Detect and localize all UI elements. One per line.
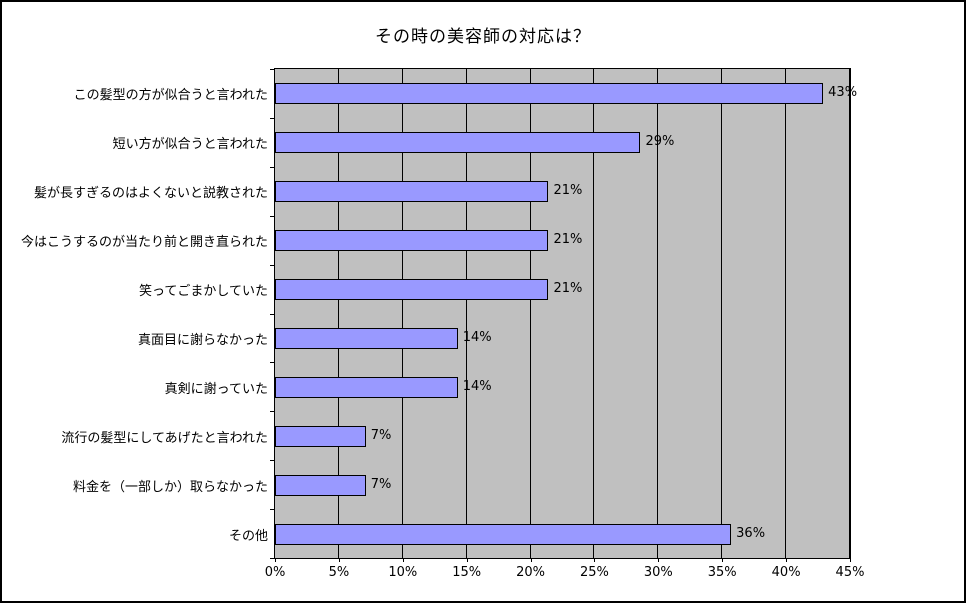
category-label: その他	[228, 529, 268, 544]
x-axis-tick	[786, 558, 787, 562]
x-axis-tick	[467, 558, 468, 562]
bar-value-label: 36%	[736, 525, 766, 541]
bar-row: 21%	[275, 167, 850, 216]
x-axis-tick	[531, 558, 532, 562]
x-axis-tick-label: 30%	[643, 565, 673, 580]
x-axis-tick	[850, 558, 851, 562]
bar-row: 14%	[275, 362, 850, 411]
gridline	[721, 69, 723, 558]
category-label: 笑ってごまかしていた	[139, 284, 268, 299]
y-axis-tick	[270, 69, 274, 70]
x-axis-tick-label: 25%	[579, 565, 609, 580]
bar-value-label: 7%	[370, 476, 392, 492]
bar	[275, 474, 366, 496]
y-axis-tick	[270, 314, 274, 315]
x-axis-tick	[275, 558, 276, 562]
bar-row: 7%	[275, 411, 850, 460]
bar	[275, 181, 549, 203]
gridline	[785, 69, 787, 558]
bar-row: 21%	[275, 265, 850, 314]
y-axis-tick	[270, 167, 274, 168]
chart-title: その時の美容師の対応は？	[375, 27, 591, 47]
category-label: 今はこうするのが当たり前と開き直られた	[20, 235, 268, 250]
bar-value-label: 14%	[462, 329, 492, 345]
bar-row: 29%	[275, 118, 850, 167]
x-axis-tick	[658, 558, 659, 562]
x-axis-tick-label: 5%	[328, 565, 350, 580]
category-label: 料金を（一部しか）取らなかった	[72, 480, 268, 495]
y-axis-tick	[270, 118, 274, 119]
bar-value-label: 21%	[553, 183, 583, 199]
category-label: 流行の髪型にしてあげたと言われた	[61, 431, 268, 446]
bar-value-label: 21%	[553, 281, 583, 297]
bar-value-label: 14%	[462, 378, 492, 394]
bar	[275, 279, 549, 301]
y-axis-tick	[270, 460, 274, 461]
bar-value-label: 29%	[645, 134, 675, 150]
bar-value-label: 21%	[553, 232, 583, 248]
bar	[275, 132, 641, 154]
bar	[275, 230, 549, 252]
category-label: 短い方が似合うと言われた	[112, 137, 268, 152]
bar-row: 43%	[275, 69, 857, 118]
gridline	[657, 69, 659, 558]
bar-row: 7%	[275, 460, 850, 509]
bar	[275, 376, 458, 398]
x-axis-tick-label: 35%	[707, 565, 737, 580]
category-label: 真剣に謝っていた	[164, 382, 268, 397]
y-axis-tick	[270, 558, 274, 559]
plot-area: 43% 29% 21% 21% 21% 14% 14% 7% 7% 36%	[274, 68, 857, 559]
y-axis-category-labels: この髪型の方が似合うと言われた短い方が似合うと言われた髪が長すぎるのはよくないと…	[2, 68, 268, 559]
x-axis-tick	[403, 558, 404, 562]
bar	[275, 425, 366, 447]
x-axis-tick	[594, 558, 595, 562]
gridline	[337, 69, 339, 558]
y-axis-tick	[270, 411, 274, 412]
category-label: 真面目に謝らなかった	[137, 333, 268, 348]
bar-row: 21%	[275, 216, 850, 265]
x-axis-labels: 0% 5% 10% 15% 20% 25% 30% 35% 40% 45%	[265, 565, 865, 585]
bar	[275, 523, 732, 545]
y-axis-tick	[270, 265, 274, 266]
x-axis-tick-label: 20%	[516, 565, 545, 580]
gridline	[529, 69, 531, 558]
gridline	[593, 69, 595, 558]
x-axis-tick-label: 0%	[264, 565, 286, 580]
bar-value-label: 7%	[370, 427, 392, 443]
x-axis-tick-label: 10%	[388, 565, 418, 580]
x-axis-tick	[339, 558, 340, 562]
bar-value-label: 43%	[828, 85, 858, 101]
gridline	[849, 69, 850, 558]
bar-row: 14%	[275, 314, 850, 363]
y-axis-tick	[270, 216, 274, 217]
gridline	[401, 69, 403, 558]
gridline	[465, 69, 467, 558]
y-axis-tick	[270, 509, 274, 510]
bar	[275, 327, 458, 349]
x-axis-tick-label: 45%	[835, 565, 865, 580]
x-axis-tick-label: 15%	[452, 565, 482, 580]
category-label: 髪が長すぎるのはよくないと説教された	[33, 186, 268, 201]
bar-row: 36%	[275, 509, 850, 558]
bar	[275, 83, 824, 105]
category-label: この髪型の方が似合うと言われた	[73, 88, 268, 103]
y-axis-tick	[270, 362, 274, 363]
x-axis-tick-label: 40%	[771, 565, 801, 580]
x-axis-tick	[722, 558, 723, 562]
